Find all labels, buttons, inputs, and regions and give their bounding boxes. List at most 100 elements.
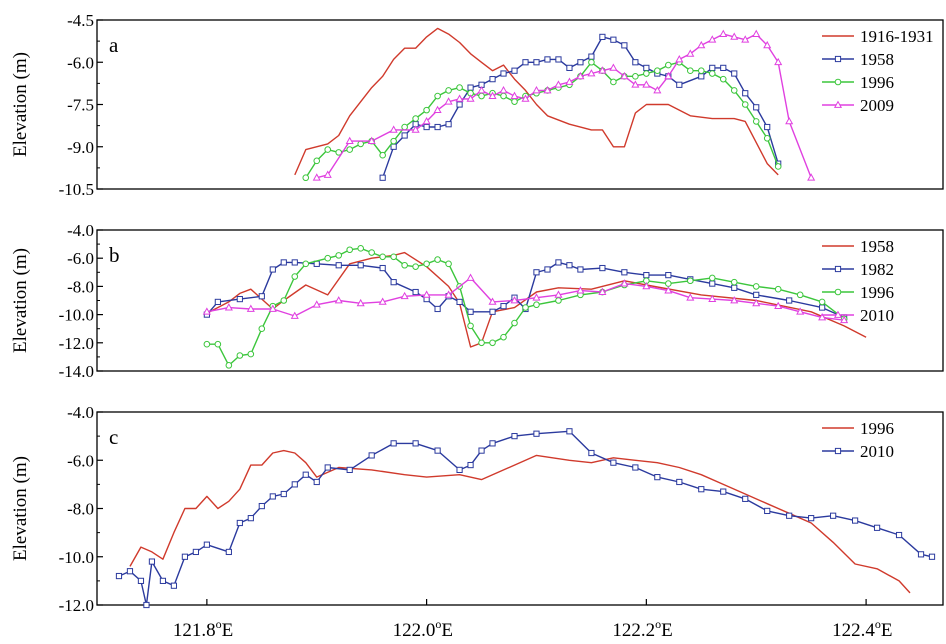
data-point [742, 495, 749, 502]
data-point [577, 266, 584, 273]
data-point [500, 333, 507, 341]
data-point [665, 280, 672, 287]
data-point [324, 464, 331, 471]
data-point [643, 70, 650, 77]
data-point [312, 300, 321, 308]
data-point [390, 279, 397, 286]
data-point [709, 64, 716, 71]
legend-marker [833, 310, 843, 318]
data-point [444, 290, 453, 298]
legend-label: 2010 [860, 442, 894, 461]
data-point [236, 352, 244, 359]
data-point [192, 548, 199, 556]
data-point [389, 125, 398, 133]
data-point [840, 315, 849, 324]
y-tick-label: -9.0 [67, 138, 94, 157]
series-line [129, 449, 911, 594]
data-point [610, 459, 617, 466]
data-point [488, 297, 497, 305]
data-point [808, 515, 815, 522]
y-axis-title: Elevation (m) [10, 52, 31, 157]
data-point [665, 61, 672, 69]
data-point [731, 284, 738, 291]
x-tick-label: 122.0oE [393, 617, 453, 641]
data-point [752, 29, 761, 37]
data-point [401, 261, 408, 269]
data-point [774, 163, 782, 170]
data-point [664, 71, 673, 80]
data-point [258, 502, 265, 510]
data-point [302, 471, 309, 478]
data-point [477, 85, 486, 94]
data-point [467, 461, 474, 469]
data-point [544, 266, 551, 273]
data-point [510, 296, 519, 304]
data-point [598, 66, 607, 74]
data-point [698, 73, 705, 80]
data-point [675, 54, 684, 63]
legend: 1996 2010 [822, 419, 894, 461]
data-point [730, 87, 738, 94]
panel-label: b [109, 243, 120, 267]
data-point [291, 481, 298, 488]
data-point [423, 123, 430, 131]
data-point [796, 307, 805, 315]
data-point [478, 92, 485, 100]
data-point [489, 440, 496, 447]
data-point [368, 452, 375, 459]
data-point [818, 298, 826, 306]
data-point [632, 59, 639, 66]
data-point [291, 273, 299, 280]
data-point [456, 101, 463, 108]
data-point [312, 173, 321, 181]
data-point [708, 70, 716, 77]
data-point [730, 32, 739, 40]
data-point [774, 301, 783, 310]
data-point [533, 430, 540, 437]
data-point [720, 488, 727, 495]
data-point [533, 59, 540, 66]
data-point [587, 69, 596, 77]
data-point [532, 293, 541, 301]
series-1958 [379, 33, 782, 181]
y-tick-label: -12.0 [59, 596, 94, 615]
data-point [203, 340, 211, 348]
data-point [400, 291, 409, 300]
data-point [379, 264, 386, 272]
data-point [466, 94, 475, 102]
y-tick-label: -12.0 [59, 334, 94, 353]
data-point [676, 478, 683, 486]
data-point [478, 339, 485, 347]
data-point [555, 297, 562, 304]
data-point [588, 449, 595, 457]
data-point [719, 29, 728, 37]
data-point [774, 57, 783, 66]
data-point [752, 283, 760, 290]
data-point [532, 85, 541, 94]
data-point [236, 519, 243, 527]
data-point [621, 42, 628, 49]
y-tick-label: -6.0 [67, 451, 94, 470]
data-point [467, 308, 474, 315]
data-point [335, 262, 342, 269]
data-point [565, 77, 574, 85]
data-point [181, 553, 188, 560]
data-point [456, 298, 463, 306]
data-point [753, 104, 760, 111]
legend-label: 2010 [860, 306, 894, 325]
y-tick-label: -6.0 [67, 53, 94, 72]
data-point [764, 123, 771, 131]
data-point [577, 59, 584, 66]
data-point [686, 49, 695, 57]
data-point [489, 308, 496, 315]
data-point [390, 253, 397, 261]
data-point [137, 577, 145, 584]
data-point [302, 260, 310, 268]
data-point [357, 245, 364, 252]
data-point [500, 92, 507, 100]
data-point [489, 339, 496, 347]
data-point [533, 301, 540, 309]
y-tick-label: -7.5 [67, 96, 94, 115]
y-tick-label: -4.0 [67, 403, 94, 422]
data-point [566, 262, 573, 269]
